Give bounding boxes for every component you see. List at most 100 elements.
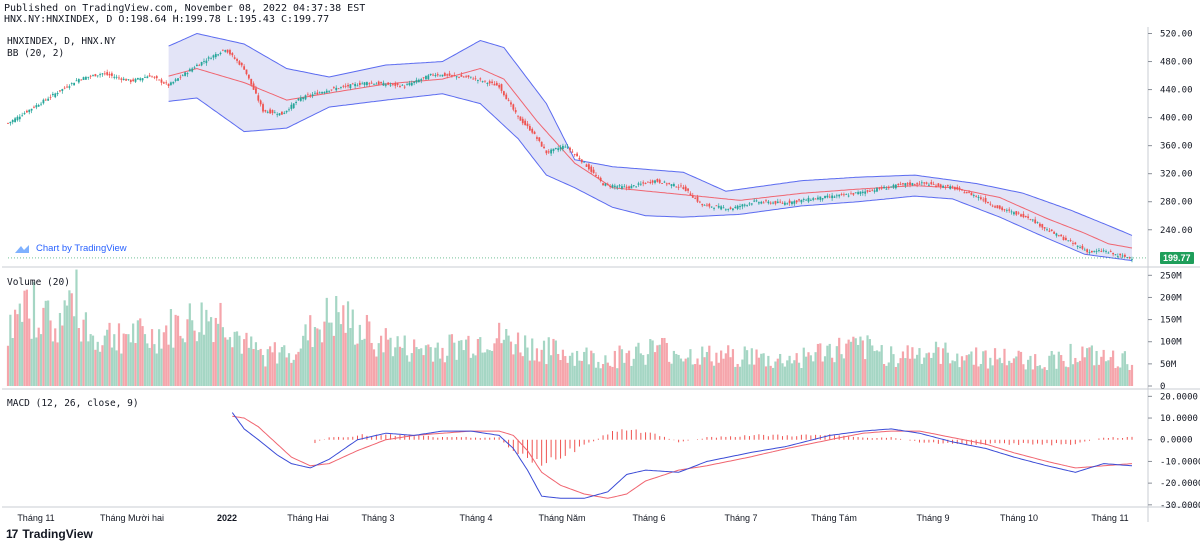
candle-body — [273, 112, 276, 114]
volume-bar — [1017, 350, 1020, 386]
candle-body — [198, 65, 201, 66]
volume-bar — [753, 364, 756, 386]
candle-body — [1039, 223, 1041, 227]
candle-body — [682, 187, 685, 190]
candle-body — [377, 81, 380, 85]
candle-body — [417, 79, 420, 83]
candle-body — [193, 67, 196, 69]
last-price-badge: 199.77 — [1160, 251, 1194, 264]
candle-body — [654, 180, 656, 183]
volume-bar — [240, 353, 243, 386]
candle-body — [356, 85, 359, 87]
volume-bar — [597, 361, 600, 386]
volume-bar — [354, 344, 357, 386]
candle-body — [1043, 227, 1046, 229]
volume-bar — [505, 328, 508, 386]
candle-body — [972, 195, 975, 197]
volume-bar — [235, 331, 239, 386]
candle-body — [982, 199, 985, 201]
volume-bar — [465, 339, 468, 386]
price-axis-tick-label: 360.00 — [1160, 142, 1193, 152]
volume-bar — [618, 345, 621, 386]
volume-bar — [793, 360, 796, 386]
candle-body — [613, 185, 616, 187]
volume-bar — [309, 315, 312, 386]
volume-bar — [630, 365, 633, 386]
candle-body — [302, 97, 305, 100]
volume-bar — [96, 341, 99, 386]
candle-body — [484, 80, 486, 82]
candle-body — [285, 110, 288, 113]
x-tick-label: Tháng 3 — [361, 513, 394, 523]
volume-bar — [890, 346, 893, 386]
volume-bar — [998, 357, 1001, 386]
volume-bar — [150, 329, 154, 386]
volume-bar — [330, 322, 333, 386]
volume-bar — [1104, 361, 1108, 386]
volume-bar — [337, 312, 340, 386]
candle-body — [236, 59, 238, 61]
candle-body — [321, 92, 323, 94]
volume-bar — [368, 321, 371, 386]
volume-bar — [110, 347, 113, 386]
candle-body — [602, 183, 604, 186]
candle-body — [299, 97, 302, 101]
candle-body — [1093, 250, 1096, 252]
candle-body — [401, 84, 404, 86]
volume-bar — [944, 342, 947, 386]
candle-body — [850, 193, 852, 195]
candle-body — [533, 131, 536, 135]
candle-body — [597, 177, 600, 178]
volume-bar — [635, 346, 638, 386]
candle-body — [727, 209, 730, 210]
candle-body — [340, 87, 342, 88]
volume-bar — [1109, 357, 1112, 386]
volume-bar — [1005, 365, 1008, 386]
volume-bar — [417, 349, 420, 386]
volume-axis-tick-label: 0 — [1160, 382, 1165, 392]
candle-body — [306, 94, 309, 96]
footer-brand[interactable]: 17 TradingView — [6, 527, 93, 541]
candle-body — [835, 195, 838, 197]
candle-body — [479, 78, 482, 80]
candle-body — [56, 93, 59, 95]
volume-bar — [136, 320, 139, 386]
candle-body — [92, 75, 94, 76]
candle-body — [760, 201, 763, 204]
candle-body — [481, 81, 484, 83]
candle-body — [897, 183, 900, 185]
candle-body — [28, 109, 31, 113]
volume-bar — [1062, 360, 1065, 386]
candle-body — [269, 109, 272, 114]
candle-body — [1112, 252, 1115, 255]
candle-body — [68, 86, 71, 88]
candle-body — [805, 199, 808, 201]
volume-bar — [30, 338, 33, 386]
candle-body — [899, 183, 902, 185]
candle-body — [1086, 249, 1089, 253]
volume-bar — [675, 353, 678, 386]
candle-body — [965, 192, 968, 194]
candle-body — [1088, 252, 1091, 253]
candle-body — [920, 182, 923, 184]
candle-body — [1074, 242, 1077, 245]
volume-bar — [627, 350, 631, 386]
candle-body — [271, 110, 274, 114]
volume-bar — [82, 319, 85, 386]
volume-pane-label: Volume (20) — [7, 277, 70, 288]
chart-by-tradingview-link[interactable]: Chart by TradingView — [14, 243, 127, 254]
volume-bar — [554, 340, 557, 386]
volume-bar — [68, 290, 71, 386]
volume-bar — [200, 302, 203, 386]
volume-bar — [786, 360, 789, 386]
candle-body — [1083, 249, 1086, 251]
volume-bar — [871, 345, 874, 386]
candle-body — [1010, 211, 1013, 213]
candle-body — [495, 82, 498, 86]
volume-bar — [450, 334, 454, 386]
volume-bar — [897, 363, 900, 386]
volume-bar — [214, 317, 217, 386]
volume-bar — [304, 324, 307, 386]
candle-body — [342, 85, 345, 87]
volume-bar — [488, 350, 491, 386]
